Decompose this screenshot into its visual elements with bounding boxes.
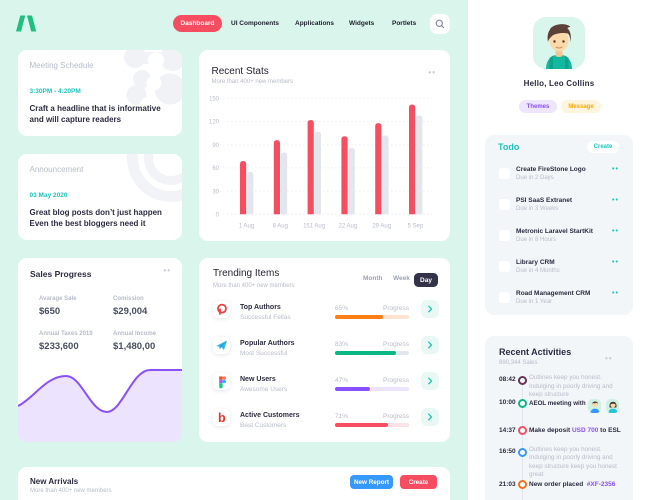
- svg-text:8 Aug: 8 Aug: [273, 224, 288, 230]
- svg-text:b: b: [218, 411, 226, 425]
- svg-text:5 Sep: 5 Sep: [408, 224, 424, 230]
- svg-text:0: 0: [216, 213, 220, 219]
- svg-text:90: 90: [212, 143, 219, 149]
- svg-text:60: 60: [212, 166, 219, 172]
- svg-text:30: 30: [212, 189, 219, 195]
- svg-text:1 Aug: 1 Aug: [239, 224, 254, 230]
- svg-text:29 Aug: 29 Aug: [372, 224, 391, 230]
- svg-text:120: 120: [209, 120, 220, 126]
- svg-text:22 Aug: 22 Aug: [339, 224, 358, 230]
- svg-text:151 Aug: 151 Aug: [303, 224, 325, 230]
- svg-text:150: 150: [209, 97, 220, 103]
